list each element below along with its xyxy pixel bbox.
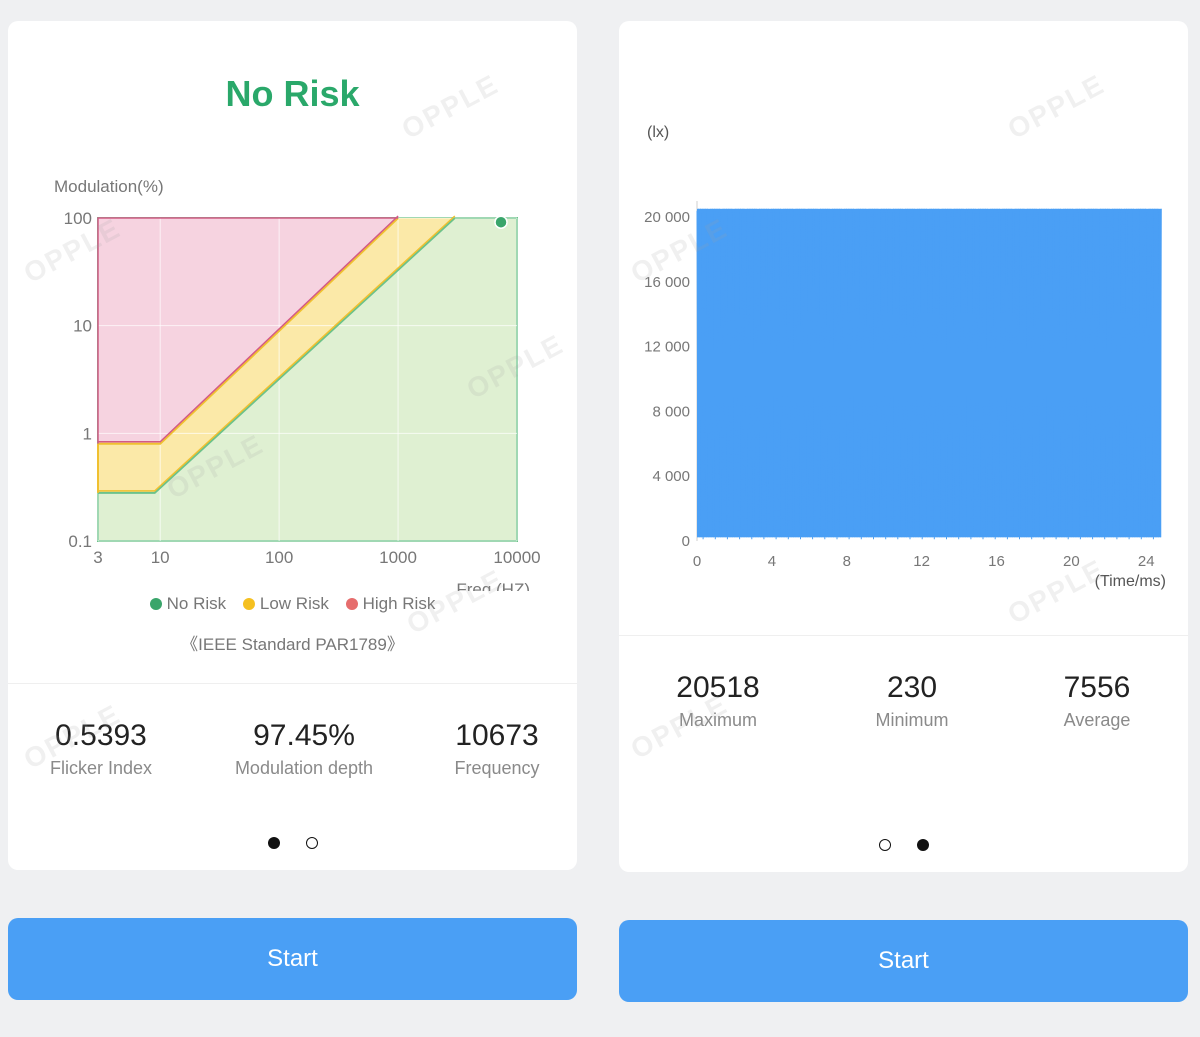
y-tick-label: 8 000: [652, 403, 690, 420]
x-tick-label: 24: [1138, 553, 1155, 570]
page-dot-2[interactable]: [306, 837, 318, 849]
stat-value: 230: [886, 671, 938, 704]
flicker-result-card: No Risk Modulation(%) 100 10 1 0.1 3 10 100 1000…: [8, 21, 577, 870]
x-axis-label: (Time/ms): [1095, 573, 1166, 590]
x-tick-label: 12: [913, 553, 930, 570]
stats-divider: [8, 683, 577, 684]
stat-label: Flicker Index: [49, 758, 153, 778]
x-tick-label: 10: [151, 548, 170, 567]
measurement-marker: [494, 215, 508, 229]
x-tick-label: 100: [265, 548, 293, 567]
start-button[interactable]: Start: [619, 920, 1188, 1002]
x-tick-label: 1000: [379, 548, 417, 567]
no-risk-boundary: [98, 217, 456, 494]
x-tick-label: 16: [988, 553, 1005, 570]
legend-dot-low-risk: [242, 598, 255, 610]
stat-value: 7556: [1063, 671, 1131, 704]
page-dot-1-active[interactable]: [268, 837, 280, 849]
waveform-line: [696, 208, 1162, 540]
x-tick-label: 20: [1063, 553, 1080, 570]
stat-value: 0.5393: [55, 719, 147, 752]
x-tick-label: 3: [93, 548, 102, 567]
start-button[interactable]: Start: [8, 918, 577, 1000]
x-axis-label: Freq.(HZ): [456, 580, 530, 591]
stat-value: 10673: [455, 719, 539, 752]
stat-value: 97.45%: [253, 719, 355, 752]
stat-maximum: 20518 Maximum: [623, 670, 813, 731]
legend-dot-high-risk: [345, 598, 358, 610]
y-tick-label: 20 000: [644, 209, 690, 226]
high-risk-boundary: [98, 215, 399, 443]
y-axis-label: (lx): [647, 124, 669, 141]
y-tick-label: 0.1: [68, 532, 92, 551]
low-risk-boundary: [98, 215, 456, 492]
x-tick-label: 0: [693, 553, 701, 570]
y-tick-label: 10: [73, 317, 92, 336]
x-tick-label: 4: [768, 553, 776, 570]
zone-low-risk: [98, 218, 455, 493]
modulation-frequency-chart: Modulation(%) 100 10 1 0.13 10 100 1000 10000 Fre…: [54, 177, 541, 591]
stat-label: Minimum: [875, 710, 949, 730]
stat-average: 7556 Average: [1002, 670, 1192, 731]
low-risk-upper-edge: [98, 217, 399, 445]
illuminance-waveform-chart: (lx) 20 000 16 000 12 000 8 000 4 000 00 4 8 12 16…: [644, 124, 1166, 590]
y-tick-label: 16 000: [644, 274, 690, 291]
stat-flicker-index: 0.5393 Flicker Index: [6, 718, 196, 779]
zone-high-risk: [98, 218, 399, 444]
stats-divider: [619, 635, 1188, 636]
page-indicator: [268, 837, 318, 849]
y-tick-label: 4 000: [652, 468, 690, 485]
legend-no-risk: No Risk: [149, 594, 226, 614]
x-tick-label: 8: [843, 553, 851, 570]
chart-legend: No Risk Low Risk High Risk: [8, 594, 577, 614]
x-tick-label: 10000: [493, 548, 540, 567]
stat-value: 20518: [676, 671, 760, 704]
y-tick-label: 1: [83, 424, 92, 443]
risk-status-title: No Risk: [225, 73, 360, 114]
stat-label: Frequency: [454, 758, 540, 778]
page-indicator: [879, 839, 929, 851]
page-dot-2-active[interactable]: [917, 839, 929, 851]
stat-label: Modulation depth: [234, 758, 374, 778]
legend-low-risk: Low Risk: [242, 594, 329, 614]
y-tick-label: 100: [64, 209, 92, 228]
stat-frequency: 10673 Frequency: [402, 718, 592, 779]
y-axis-label: Modulation(%): [54, 177, 164, 196]
stat-modulation-depth: 97.45% Modulation depth: [209, 718, 399, 779]
y-tick-label: 12 000: [644, 339, 690, 356]
standard-note: 《IEEE Standard PAR1789》: [181, 635, 404, 654]
high-risk-outline: [97, 217, 399, 444]
stat-label: Maximum: [678, 710, 757, 730]
stat-minimum: 230 Minimum: [817, 670, 1007, 731]
legend-high-risk: High Risk: [345, 594, 435, 614]
illuminance-waveform-card: (lx) 20 000 16 000 12 000 8 000 4 000 0 0 4 8 12 16…: [619, 21, 1188, 872]
y-tick-label: 0: [682, 533, 690, 550]
legend-dot-no-risk: [149, 598, 162, 610]
stat-label: Average: [1063, 710, 1131, 730]
page-dot-1[interactable]: [879, 839, 891, 851]
